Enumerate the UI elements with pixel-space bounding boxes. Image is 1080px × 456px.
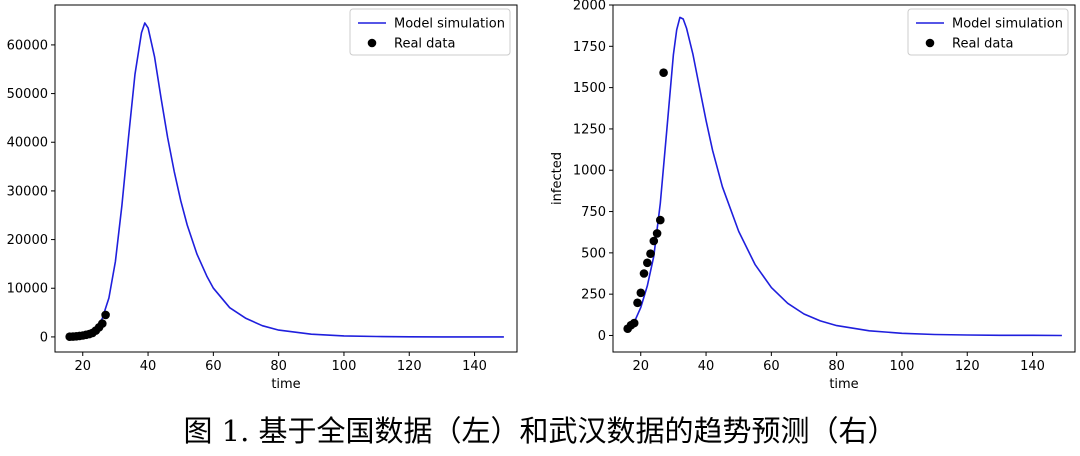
legend-box (907, 8, 1069, 56)
real-data-point (643, 258, 652, 268)
legend-real-swatch (925, 38, 935, 48)
x-tick-label: 120 (955, 359, 980, 374)
y-tick-label: 0 (598, 329, 606, 344)
legend-real-swatch (367, 38, 377, 48)
legend-model-label: Model simulation (394, 17, 505, 32)
x-tick-label: 20 (74, 359, 91, 374)
real-data-point (659, 68, 668, 77)
real-data-point (98, 319, 107, 328)
real-data-point (101, 310, 110, 320)
y-tick-label: 30000 (7, 184, 48, 199)
y-tick-label: 1750 (573, 40, 606, 55)
y-tick-label: 2000 (573, 0, 606, 14)
y-tick-label: 750 (581, 205, 606, 220)
legend: Model simulation Real data (907, 8, 1069, 56)
y-tick-label: 500 (581, 246, 606, 261)
x-tick-label: 80 (828, 359, 845, 374)
model-simulation-line (69, 22, 504, 338)
y-tick-label: 50000 (7, 87, 48, 102)
x-tick-label: 100 (332, 359, 357, 374)
legend-model-label: Model simulation (952, 17, 1063, 32)
y-tick-label: 250 (581, 288, 606, 303)
x-tick-label: 40 (140, 359, 157, 374)
y-tick-label: 40000 (7, 136, 48, 151)
x-tick-label: 100 (890, 359, 915, 374)
real-data-point (636, 288, 646, 298)
y-tick-label: 1250 (573, 122, 606, 137)
axes-frame (612, 4, 1076, 353)
x-tick-label: 140 (1020, 359, 1045, 374)
x-tick-label: 80 (270, 359, 287, 374)
y-tick-label: 1000 (573, 164, 606, 179)
y-tick-label: 1500 (573, 81, 606, 96)
y-axis-label: infected (550, 152, 565, 205)
x-tick-label: 140 (462, 359, 487, 374)
x-tick-label: 40 (698, 359, 715, 374)
x-tick-label: 60 (763, 359, 780, 374)
y-tick-label: 10000 (7, 282, 48, 297)
x-axis-label: time (829, 377, 858, 392)
legend-real-label: Real data (394, 37, 455, 52)
y-tick-label: 60000 (7, 38, 48, 53)
real-data-point (652, 229, 662, 238)
real-data-point (649, 236, 659, 246)
x-tick-label: 60 (205, 359, 222, 374)
chart-panel-left: 20 40 60 80 100 120 140 0 10000 20000 30000 40000 50… (7, 4, 518, 392)
chart-panel-right: 20 40 60 80 100 120 140 0 250 500 750 1000 1250 1500 1… (550, 0, 1076, 392)
real-data-point (629, 318, 639, 328)
legend-real-label: Real data (952, 37, 1013, 52)
legend: Model simulation Real data (349, 8, 511, 56)
axes-frame (54, 4, 518, 353)
real-data-point (646, 249, 655, 258)
real-data-point (633, 298, 642, 308)
x-axis-label: time (271, 377, 300, 392)
x-tick-label: 120 (397, 359, 422, 374)
x-tick-label: 20 (632, 359, 649, 374)
real-data-point (656, 215, 665, 225)
real-data-point (639, 269, 649, 278)
y-tick-label: 0 (40, 330, 48, 345)
legend-box (349, 8, 511, 56)
y-tick-label: 20000 (7, 233, 48, 248)
model-simulation-line (627, 16, 1062, 337)
figure-caption: 图 1. 基于全国数据（左）和武汉数据的趋势预测（右） (183, 414, 897, 448)
